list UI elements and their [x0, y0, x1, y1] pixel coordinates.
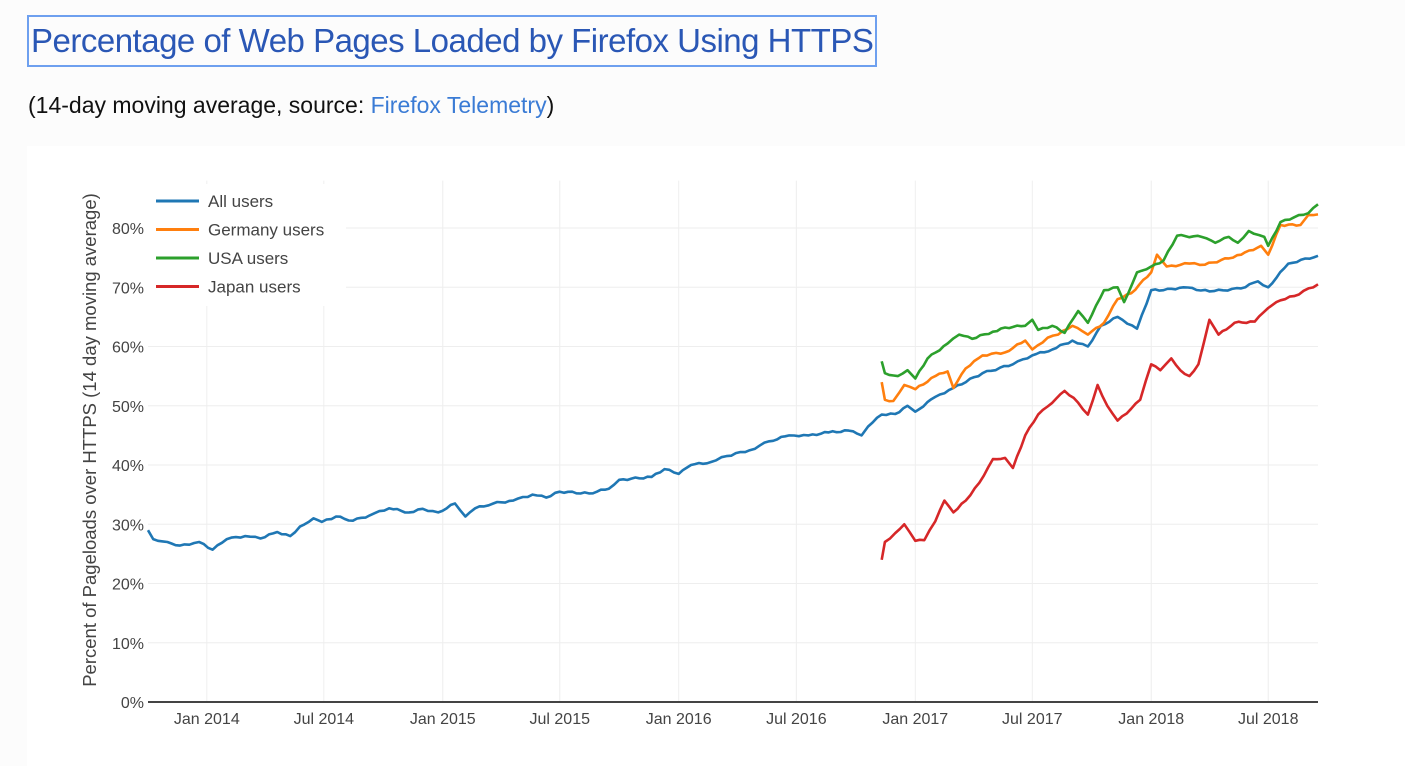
legend-item-label[interactable]: Japan users — [208, 278, 301, 297]
x-tick-label: Jan 2015 — [410, 711, 476, 728]
y-axis-ticks: 0% 10% 20% 30% 40% 50% 60% 70% 80% — [112, 221, 144, 712]
y-tick-label: 0% — [121, 695, 144, 712]
series-line-usa-users — [880, 203, 1319, 380]
y-tick-label: 20% — [112, 577, 144, 594]
x-tick-label: Jan 2016 — [646, 711, 712, 728]
y-tick-label: 60% — [112, 340, 144, 357]
legend: All users Germany users USA users Japan use… — [156, 192, 324, 297]
y-tick-label: 80% — [112, 221, 144, 238]
x-tick-label: Jan 2014 — [174, 711, 240, 728]
x-tick-label: Jul 2014 — [294, 711, 355, 728]
x-tick-label: Jan 2017 — [882, 711, 948, 728]
page-title: Percentage of Web Pages Loaded by Firefo… — [27, 15, 878, 67]
y-tick-label: 70% — [112, 280, 144, 297]
x-tick-label: Jan 2018 — [1118, 711, 1184, 728]
y-tick-label: 10% — [112, 636, 144, 653]
y-axis-label: Percent of Pageloads over HTTPS (14 day … — [79, 193, 100, 687]
legend-item-label[interactable]: USA users — [208, 249, 288, 268]
y-tick-label: 40% — [112, 458, 144, 475]
x-tick-label: Jul 2015 — [530, 711, 591, 728]
legend-item-label[interactable]: All users — [208, 192, 273, 211]
page-subtitle: (14-day moving average, source: Firefox … — [28, 92, 554, 119]
series-line-germany-users — [880, 213, 1319, 403]
subtitle-prefix: (14-day moving average, source: — [28, 92, 371, 118]
legend-item-label[interactable]: Germany users — [208, 221, 324, 240]
y-tick-label: 30% — [112, 517, 144, 534]
x-tick-label: Jul 2016 — [766, 711, 827, 728]
y-tick-label: 50% — [112, 399, 144, 416]
firefox-telemetry-link[interactable]: Firefox Telemetry — [370, 92, 547, 118]
x-axis-ticks: Jan 2014 Jul 2014 Jan 2015 Jul 2015 Jan 2016… — [174, 711, 1299, 728]
x-tick-label: Jul 2017 — [1002, 711, 1063, 728]
subtitle-suffix: ) — [546, 92, 555, 118]
series-line-all-users — [146, 254, 1319, 552]
x-tick-label: Jul 2018 — [1238, 711, 1299, 728]
series-lines — [146, 203, 1319, 561]
series-line-japan-users — [880, 283, 1319, 561]
